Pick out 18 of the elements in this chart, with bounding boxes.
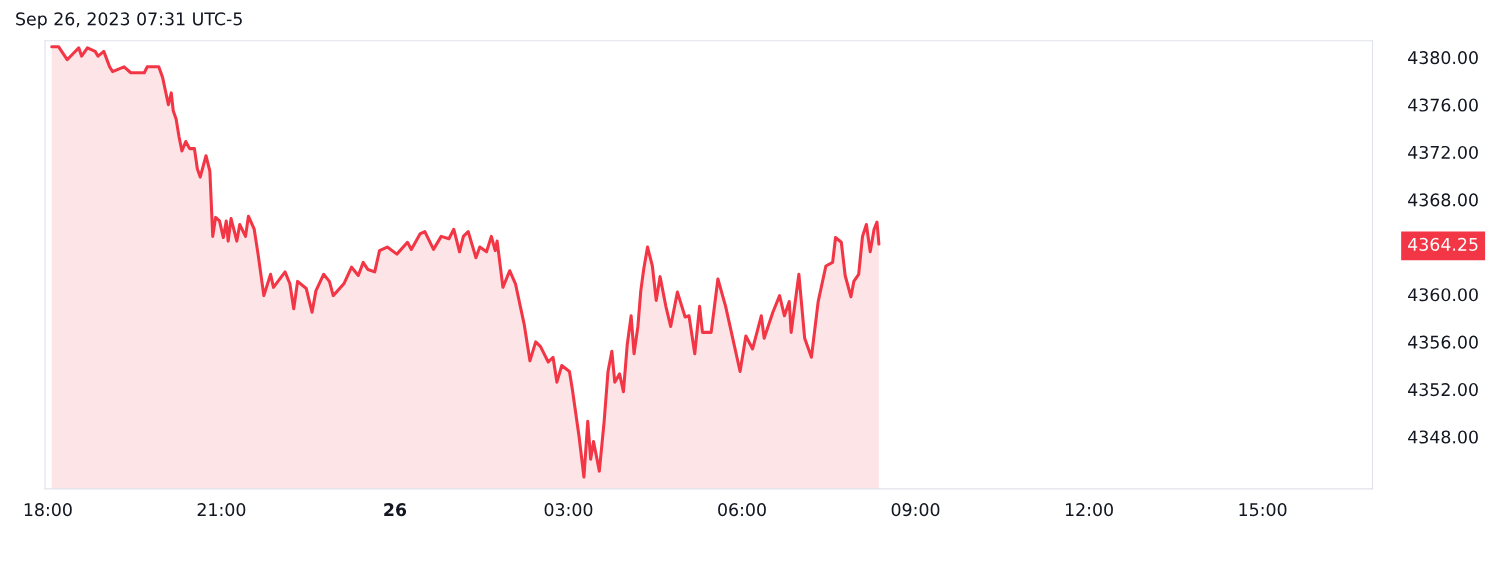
y-tick-label: 4352.00 (1408, 383, 1478, 397)
y-tick-label: 4360.00 (1408, 288, 1478, 302)
y-tick-label: 4376.00 (1408, 98, 1478, 112)
x-tick-label: 09:00 (891, 503, 940, 517)
x-tick-label: 06:00 (718, 503, 766, 517)
y-tick-label: 4364.25 (1408, 237, 1478, 251)
chart-title: Sep 26, 2023 07:31 UTC-5 (16, 12, 242, 29)
x-tick-label: 26 (384, 503, 407, 517)
y-tick-label: 4356.00 (1408, 335, 1478, 349)
y-tick-label: 4372.00 (1408, 145, 1478, 160)
x-tick-label: 03:00 (544, 503, 593, 517)
y-tick-label: 4348.00 (1408, 430, 1478, 444)
x-tick-label: 12:00 (1065, 503, 1113, 517)
x-tick-label: 15:00 (1239, 503, 1287, 517)
x-tick-label: 21:00 (197, 503, 246, 517)
x-tick-label: 18:00 (24, 503, 72, 517)
y-tick-label: 4368.00 (1408, 193, 1478, 207)
y-tick-label: 4380.00 (1408, 51, 1478, 65)
